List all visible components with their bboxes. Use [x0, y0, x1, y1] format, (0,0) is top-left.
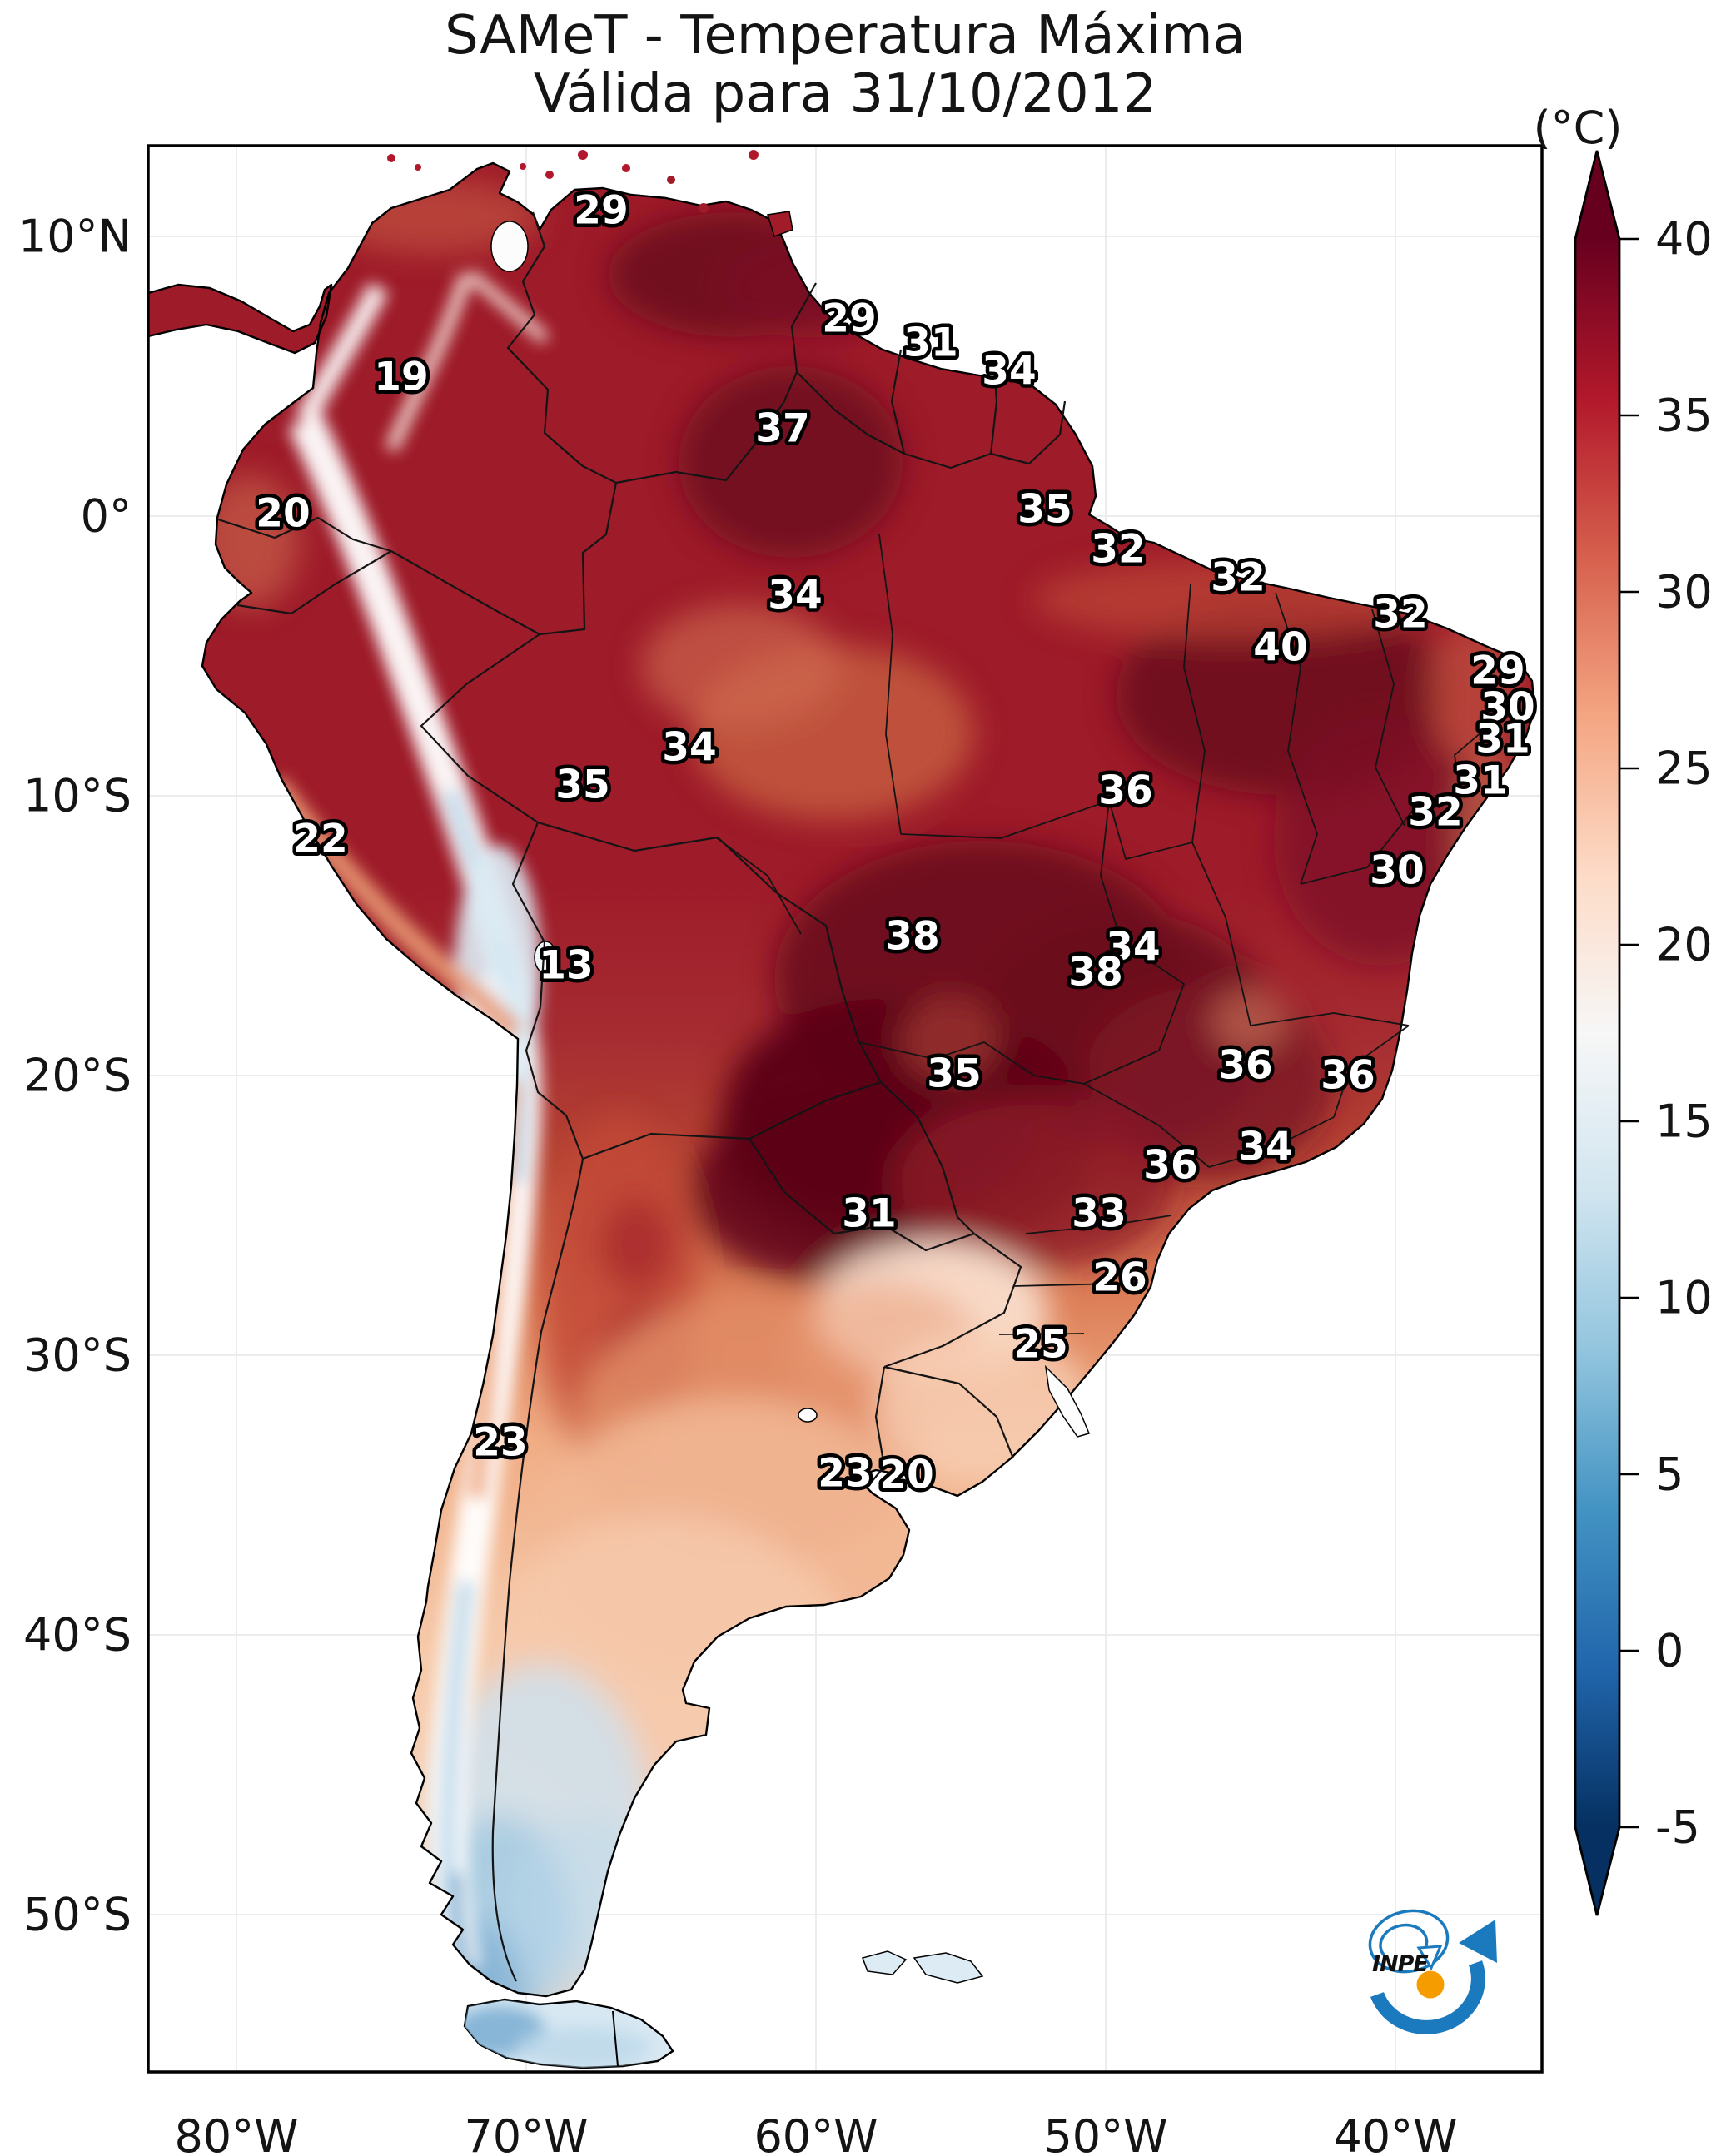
- islands: [387, 150, 1091, 1984]
- temp-value-label: 35: [927, 1051, 981, 1097]
- colorbar-gradient: [1574, 150, 1621, 1916]
- temp-value-label: 38: [885, 914, 939, 960]
- temp-value-label: 40: [1253, 625, 1307, 671]
- temperature-labels: 2919202931343734353232324029303131323035…: [252, 184, 1539, 1502]
- lat-tick-label: 20°S: [23, 1050, 132, 1102]
- colorbar-tick-label: 35: [1655, 390, 1713, 442]
- temp-value-label: 37: [755, 406, 809, 452]
- temp-value-label: 20: [256, 491, 310, 537]
- temp-value-label: 35: [555, 763, 609, 808]
- temp-value-label: 38: [1068, 950, 1122, 996]
- lon-tick-label: 50°W: [1043, 2110, 1167, 2153]
- lon-tick-label: 80°W: [174, 2110, 298, 2153]
- inpe-logo-outer-orbit: [1368, 1909, 1450, 1974]
- colorbar-tick-label: 30: [1655, 566, 1713, 618]
- temp-value-label: 19: [374, 355, 428, 400]
- lat-tick-label: 50°S: [23, 1889, 132, 1941]
- inpe-logo-small-arrow: [1416, 1945, 1443, 1971]
- colorbar: (°C) 40 35 30 25 20 15 10 5 0 -5: [1534, 102, 1713, 1916]
- inpe-logo-swoosh: [1370, 1960, 1485, 2034]
- chart-title: SAMeT - Temperatura Máxima: [445, 5, 1246, 67]
- lon-tick-label: 40°W: [1333, 2110, 1457, 2153]
- temp-value-label: 31: [1475, 717, 1530, 763]
- temp-value-label: 22: [293, 817, 347, 862]
- chart-subtitle: Válida para 31/10/2012: [533, 63, 1157, 125]
- temp-value-label: 30: [1480, 685, 1534, 731]
- lon-tick-label: 60°W: [754, 2110, 878, 2153]
- country-borders: [217, 211, 1067, 1982]
- temp-value-label: 13: [539, 943, 593, 989]
- latitude-axis: 10°N 0° 10°S 20°S 30°S 40°S 50°S: [18, 211, 132, 1941]
- colorbar-tick-label: 40: [1655, 213, 1713, 266]
- temperature-field: [148, 163, 1534, 1996]
- temp-value-label: 26: [1092, 1255, 1147, 1301]
- temp-value-label: 32: [1373, 592, 1427, 638]
- inpe-logo-text: INPE: [1372, 1951, 1429, 1977]
- temp-value-label: 34: [1238, 1125, 1292, 1170]
- temp-value-label: 31: [903, 320, 957, 366]
- lat-tick-label: 0°: [81, 490, 132, 543]
- plot-frame: [147, 144, 1544, 2074]
- temp-value-label: 30: [1370, 848, 1424, 894]
- colorbar-tick-label: 15: [1655, 1095, 1713, 1148]
- longitude-axis: 80°W 70°W 60°W 50°W 40°W: [174, 2110, 1457, 2156]
- inpe-logo: INPE: [1368, 1909, 1497, 2034]
- temp-value-label: 36: [1098, 768, 1152, 814]
- temp-value-label: 23: [818, 1451, 872, 1497]
- colorbar-tick-label: 5: [1655, 1448, 1684, 1501]
- temp-value-label: 34: [662, 725, 716, 771]
- colorbar-tick-label: 10: [1655, 1272, 1713, 1324]
- temp-value-label: 32: [1211, 555, 1265, 601]
- temp-value-label: 29: [1470, 648, 1525, 694]
- temp-value-label: 35: [1017, 487, 1072, 533]
- tierra-del-fuego: [463, 1998, 674, 2069]
- state-borders: [715, 534, 1505, 1335]
- temp-value-label: 31: [842, 1191, 896, 1237]
- colorbar-tick-label: 0: [1655, 1625, 1684, 1677]
- colorbar-tick-label: 20: [1655, 919, 1713, 971]
- temp-value-label: 20: [879, 1453, 933, 1498]
- colorbar-tick-label: 25: [1655, 743, 1713, 795]
- lat-tick-label: 40°S: [23, 1609, 132, 1662]
- temp-value-label: 25: [1013, 1322, 1067, 1368]
- temp-value-label: 34: [1106, 925, 1160, 971]
- lat-tick-label: 30°S: [23, 1329, 132, 1382]
- lon-tick-label: 70°W: [464, 2110, 588, 2153]
- temp-value-label: 32: [1408, 790, 1462, 836]
- inpe-logo-inner-orbit: [1379, 1923, 1429, 1960]
- colorbar-tick-label: -5: [1655, 1801, 1700, 1854]
- temp-value-label: 33: [1072, 1191, 1126, 1237]
- lat-tick-label: 10°N: [18, 211, 132, 263]
- temp-value-label: 23: [473, 1420, 527, 1466]
- lat-tick-label: 10°S: [23, 770, 132, 822]
- temp-value-label: 34: [982, 349, 1036, 395]
- inpe-logo-orange-dot: [1416, 1970, 1445, 1999]
- temp-value-label: 29: [822, 296, 876, 342]
- inpe-logo-arrowhead: [1459, 1920, 1497, 1963]
- temp-value-label: 36: [1143, 1143, 1197, 1189]
- temp-value-label: 36: [1218, 1043, 1272, 1089]
- colorbar-ticks: 40 35 30 25 20 15 10 5 0 -5: [1619, 213, 1713, 1854]
- temp-value-label: 36: [1321, 1053, 1375, 1099]
- colorbar-unit: (°C): [1534, 102, 1623, 154]
- coastline: [147, 161, 1536, 1998]
- temp-value-label: 29: [574, 188, 628, 234]
- temp-value-label: 34: [768, 573, 822, 618]
- temp-value-label: 32: [1091, 527, 1145, 573]
- temp-value-label: 31: [1453, 758, 1507, 804]
